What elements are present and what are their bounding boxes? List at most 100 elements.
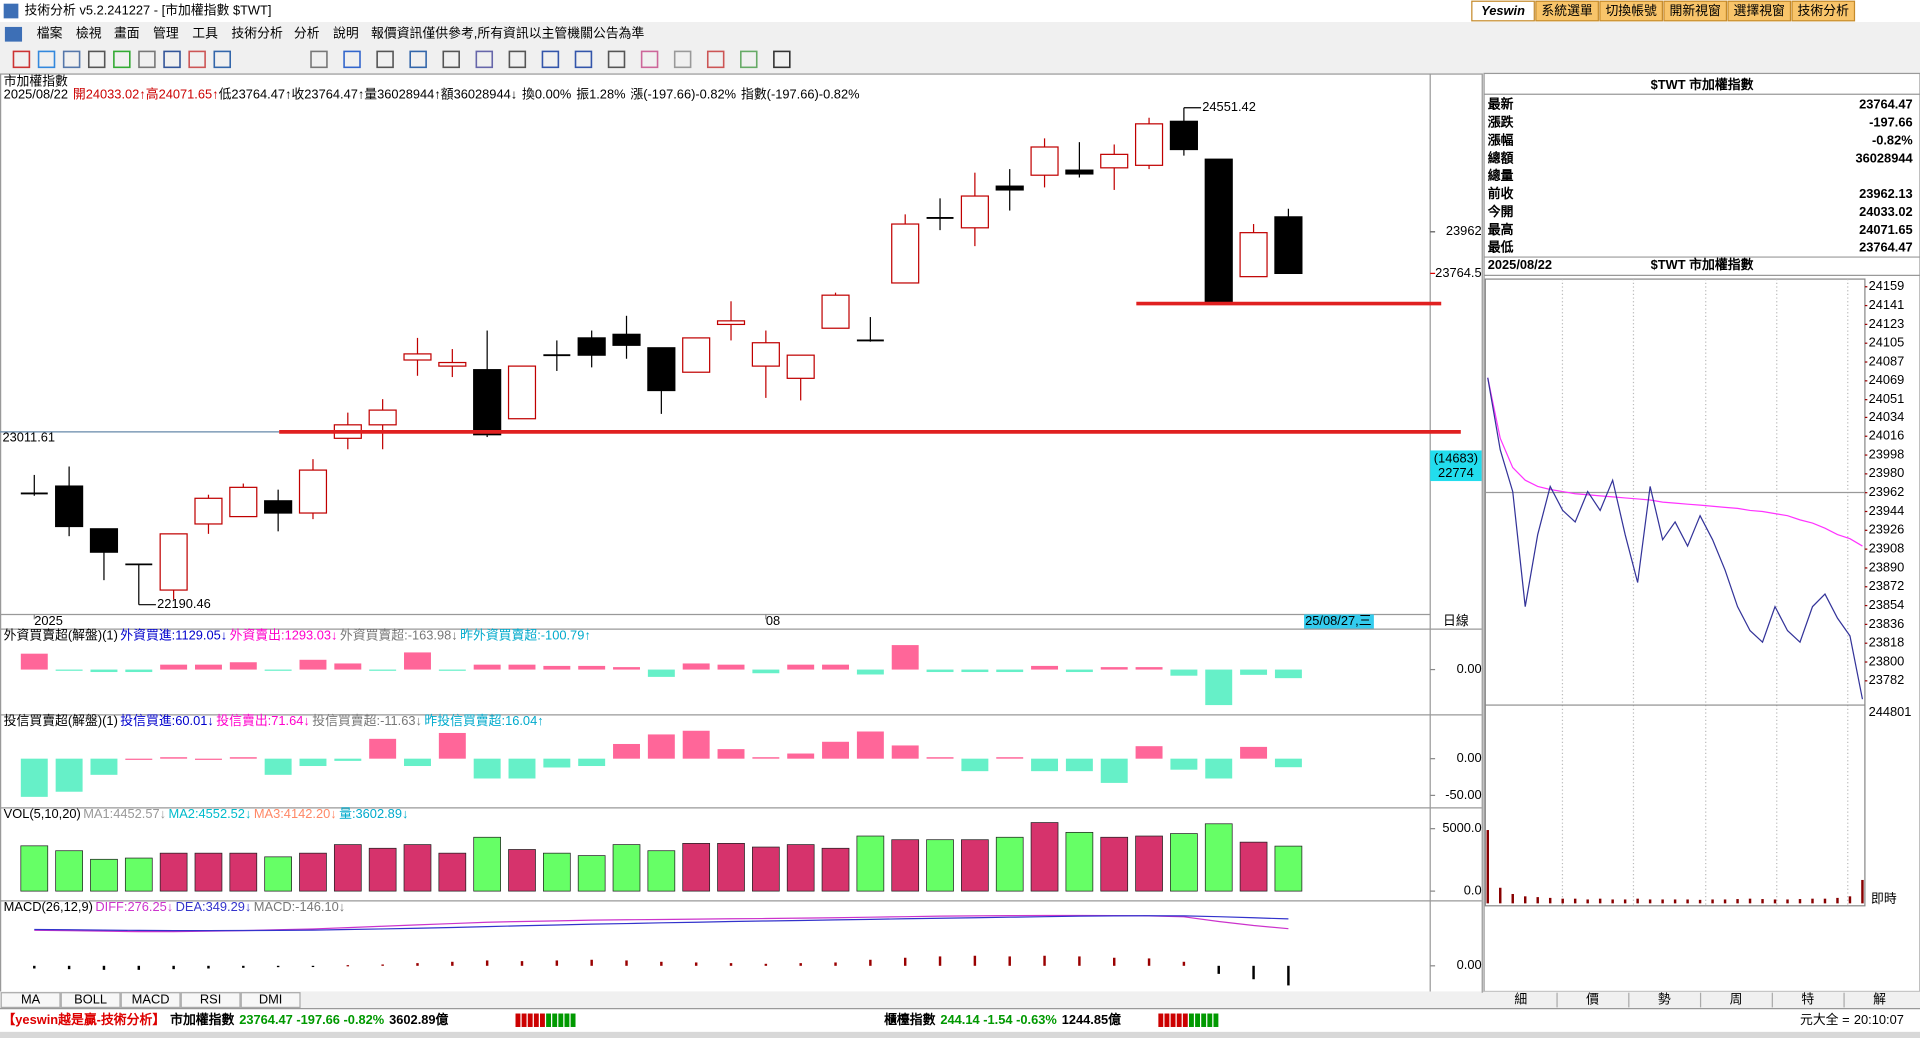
button-label[interactable]: 技術分析: [1798, 3, 1850, 18]
taskbar-strip: [0, 1031, 1920, 1038]
tool-icon[interactable]: [574, 50, 593, 69]
tool-icon[interactable]: [343, 50, 361, 69]
button-label[interactable]: 選擇視窗: [1734, 3, 1785, 18]
macd-bar: [416, 963, 419, 966]
quote-tab[interactable]: 細: [1514, 991, 1527, 1006]
menu-item[interactable]: 檢視: [76, 26, 102, 41]
tool-icon[interactable]: [409, 50, 427, 69]
info-segment: 指數(-197.66)-0.82%: [741, 87, 860, 102]
quote-tabs: [1484, 991, 1920, 1009]
volume-bar: [786, 844, 815, 892]
tab-label[interactable]: DMI: [259, 991, 283, 1006]
flow-bar: [20, 653, 48, 670]
menu-bar: [0, 22, 1920, 47]
date-box-label: 25/08/27,三: [1305, 613, 1371, 628]
macd-bar: [137, 965, 141, 970]
flow-bar: [613, 667, 640, 670]
flow-bar: [299, 659, 327, 670]
tool-icon[interactable]: [541, 50, 560, 69]
tool-icon[interactable]: [607, 50, 626, 69]
volume-bar: [891, 839, 920, 892]
indicator-tab[interactable]: [60, 992, 121, 1009]
menu-item[interactable]: 管理: [153, 26, 179, 41]
quote-tab[interactable]: 勢: [1658, 991, 1671, 1006]
intraday-volume-bar: [1811, 898, 1814, 904]
y-tick-label: -50.00: [1445, 787, 1481, 802]
tool-icon[interactable]: [773, 50, 791, 69]
flow-bar: [369, 669, 397, 671]
button-label[interactable]: Yeswin: [1481, 3, 1525, 18]
button-label[interactable]: 切換帳號: [1605, 3, 1657, 18]
intraday-volume-bar: [1761, 899, 1764, 904]
tool-icon[interactable]: [640, 50, 659, 69]
volume-bar: [508, 849, 536, 892]
tool-icon[interactable]: [706, 50, 725, 69]
toolbar-button[interactable]: [1471, 0, 1535, 22]
volume-bar: [299, 852, 327, 892]
volume-bar: [961, 839, 989, 892]
indicator-tab[interactable]: [240, 992, 301, 1009]
toolbar-button[interactable]: [1663, 0, 1728, 22]
flow-bar: [229, 662, 257, 670]
indicator-tab[interactable]: [120, 992, 181, 1009]
tab-label[interactable]: MA: [21, 991, 41, 1006]
tab-label[interactable]: BOLL: [74, 991, 107, 1006]
indicator-tab[interactable]: [180, 992, 241, 1009]
quote-tab[interactable]: 特: [1801, 991, 1814, 1006]
tool-icon[interactable]: [62, 50, 81, 69]
menu-item[interactable]: 說明: [333, 26, 359, 41]
quote-tab[interactable]: 解: [1873, 991, 1886, 1006]
tool-icon[interactable]: [87, 50, 106, 69]
intraday-volume-bar: [1686, 899, 1689, 904]
tool-icon[interactable]: [673, 50, 692, 69]
quote-tab[interactable]: 周: [1730, 991, 1743, 1006]
tab-label[interactable]: RSI: [200, 991, 221, 1006]
quote-tab[interactable]: 價: [1586, 991, 1599, 1006]
tool-icon[interactable]: [188, 50, 206, 69]
status-meter: [1201, 1013, 1207, 1027]
text-segment: MACD:-146.10↓: [254, 900, 345, 915]
menu-item[interactable]: 技術分析: [231, 26, 283, 41]
panel-legend: 外資買賣超(解盤)(1) 外資買進:1129.05↓ 外資賣出:1293.03↓ 外資…: [4, 628, 591, 643]
button-label[interactable]: 開新視窗: [1669, 3, 1720, 18]
toolbar-button[interactable]: [1791, 0, 1856, 22]
flow-bar: [404, 652, 431, 670]
toolbar-button[interactable]: [1535, 0, 1599, 22]
menu-item[interactable]: 分析: [294, 26, 320, 41]
tool-icon[interactable]: [213, 50, 231, 69]
tool-icon[interactable]: [508, 50, 527, 69]
flow-bar: [1240, 746, 1268, 759]
text-segment: 昨外資買賣超:-100.79↑: [460, 628, 591, 643]
toolbar-button[interactable]: [1727, 0, 1792, 22]
tool-icon[interactable]: [310, 50, 328, 69]
intraday-volume-bar: [1698, 899, 1702, 904]
menu-item[interactable]: 工具: [192, 26, 218, 41]
intraday-volume-bar: [1524, 896, 1527, 904]
indicator-tab[interactable]: [0, 992, 61, 1009]
y-tick-label: 23818: [1869, 635, 1905, 650]
volume-bar: [717, 843, 745, 892]
flow-bar: [195, 664, 222, 670]
flow-bar: [1205, 758, 1233, 779]
tool-icon[interactable]: [37, 50, 56, 69]
flow-bar: [1065, 758, 1093, 772]
tab-label[interactable]: MACD: [132, 991, 170, 1006]
quote-label: 前收: [1488, 186, 1514, 201]
tab-strip: [0, 991, 1482, 1009]
volume-bar: [1135, 835, 1163, 892]
tool-icon[interactable]: [12, 50, 31, 69]
tool-icon[interactable]: [376, 50, 394, 69]
volume-bar: [926, 839, 954, 892]
tool-icon[interactable]: [442, 50, 460, 69]
flow-bar: [20, 758, 48, 797]
menu-item[interactable]: 畫面: [114, 26, 140, 41]
menu-item[interactable]: 檔案: [37, 26, 63, 41]
tool-icon[interactable]: [475, 50, 494, 69]
tool-icon[interactable]: [740, 50, 758, 69]
volume-bar: [264, 856, 292, 892]
tool-icon[interactable]: [163, 50, 181, 69]
tool-icon[interactable]: [113, 50, 131, 69]
toolbar-button[interactable]: [1599, 0, 1663, 22]
tool-icon[interactable]: [138, 50, 156, 69]
button-label[interactable]: 系統選單: [1541, 3, 1593, 18]
